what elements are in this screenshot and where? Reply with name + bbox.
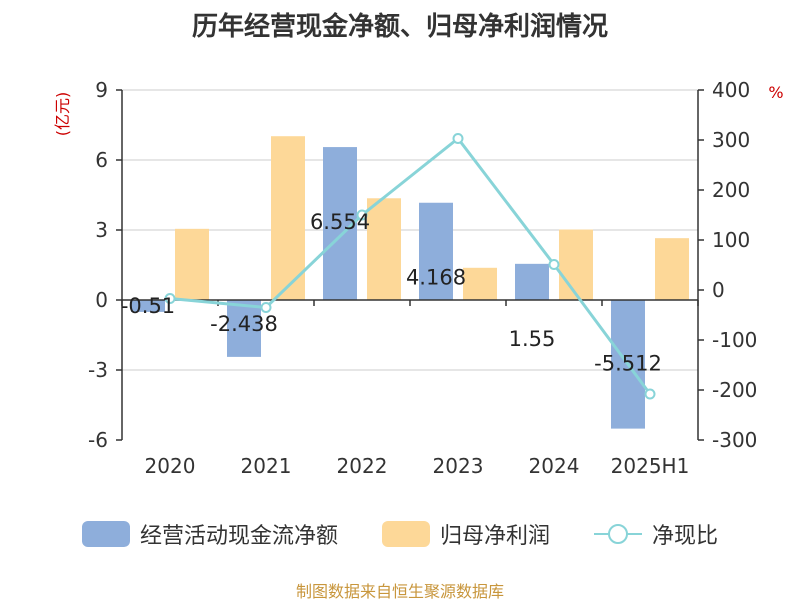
left-tick-label: -3 [88, 358, 108, 382]
bar-net-profit [463, 267, 497, 300]
legend-item-cashflow[interactable]: 经营活动现金流净额 [81, 518, 338, 550]
left-tick-label: 6 [95, 148, 108, 172]
right-tick-label: 0 [712, 278, 725, 302]
right-axis-unit: % [768, 83, 783, 102]
x-tick-label: 2025H1 [611, 454, 690, 478]
right-tick-label: 100 [712, 228, 750, 252]
right-tick-label: 400 [712, 78, 750, 102]
legend-swatch-net-profit [381, 521, 430, 547]
bar-cashflow [419, 202, 453, 300]
bar-net-profit [175, 228, 209, 300]
cash-ratio-point [164, 293, 176, 304]
right-tick-label: -100 [712, 328, 757, 352]
legend-swatch-cash-ratio [594, 521, 642, 547]
bar-cashflow [131, 300, 165, 312]
data-label: -2.438 [210, 312, 278, 336]
x-tick-label: 2021 [241, 454, 292, 478]
legend-swatch-cashflow [81, 521, 130, 547]
bar-net-profit [271, 136, 305, 300]
cash-ratio-point [260, 302, 272, 313]
legend-label-cash-ratio: 净现比 [652, 524, 719, 549]
bar-cashflow [227, 300, 261, 357]
left-axis-unit: (亿元) [53, 92, 72, 137]
x-tick-label: 2022 [337, 454, 388, 478]
data-label: 1.55 [509, 327, 556, 351]
data-label: 6.554 [310, 210, 370, 234]
legend-label-net-profit: 归母净利润 [439, 524, 550, 549]
cash-ratio-point [452, 133, 464, 144]
cash-ratio-point [356, 209, 368, 221]
left-tick-label: 0 [95, 288, 108, 312]
x-tick-label: 2023 [433, 454, 484, 478]
bar-net-profit [367, 198, 401, 300]
bar-cashflow [515, 263, 549, 300]
right-tick-label: 200 [712, 178, 750, 202]
x-tick-label: 2024 [529, 454, 580, 478]
chart-legend: 经营活动现金流净额 归母净利润 净现比 [0, 518, 800, 550]
cash-ratio-point [644, 388, 656, 400]
legend-item-cash-ratio[interactable]: 净现比 [594, 518, 718, 550]
left-tick-label: 9 [95, 78, 108, 102]
data-label: 4.168 [406, 266, 466, 290]
right-tick-label: -300 [712, 428, 757, 452]
left-tick-label: -6 [88, 428, 108, 452]
data-label: -0.51 [121, 294, 175, 318]
cash-ratio-point [548, 259, 560, 270]
x-tick-label: 2020 [145, 454, 196, 478]
bar-net-profit [655, 238, 689, 300]
left-tick-label: 3 [95, 218, 108, 242]
legend-label-cashflow: 经营活动现金流净额 [139, 524, 338, 549]
data-label: -5.512 [594, 352, 662, 376]
cash-ratio-line [169, 136, 652, 395]
right-tick-label: 300 [712, 128, 750, 152]
source-note: 制图数据来自恒生聚源数据库 [295, 582, 504, 601]
legend-item-net-profit[interactable]: 归母净利润 [381, 518, 550, 550]
chart-title: 历年经营现金净额、归母净利润情况 [191, 12, 608, 42]
bar-net-profit [559, 229, 593, 300]
right-tick-label: -200 [712, 378, 757, 402]
